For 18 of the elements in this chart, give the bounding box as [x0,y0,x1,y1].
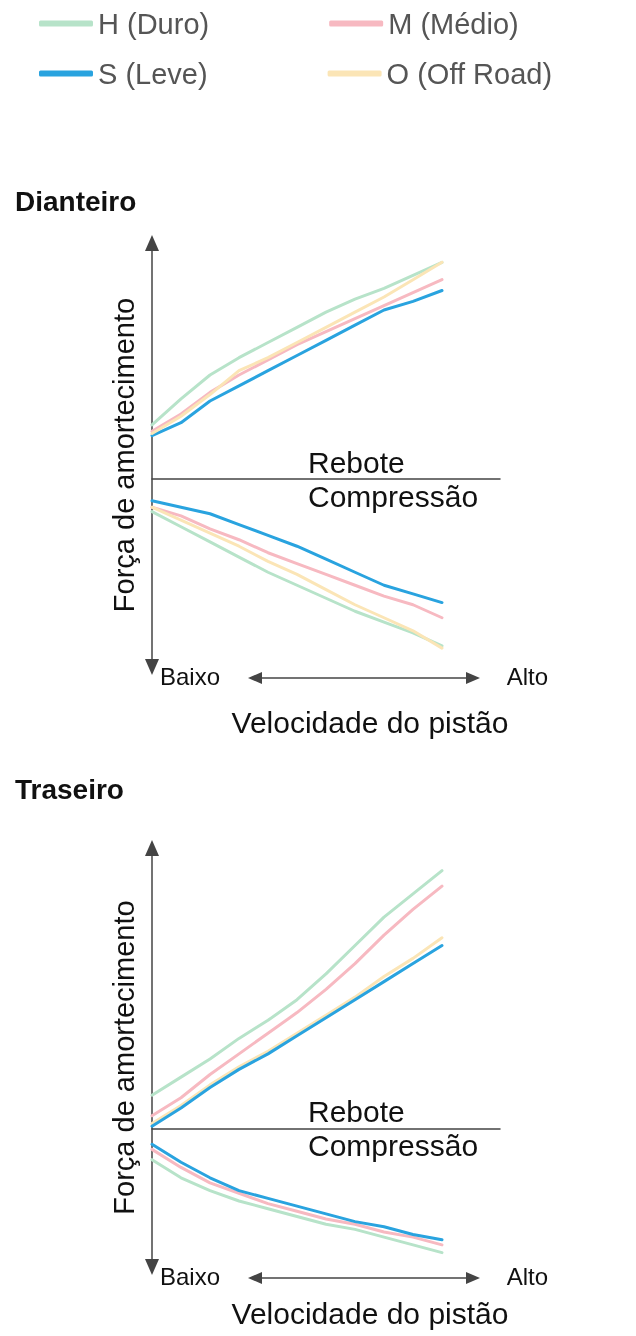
legend-label: O (Off Road) [386,57,553,90]
text: Baixo [160,1262,221,1290]
legend-label: H (Duro) [98,7,210,40]
x-axis-title: Velocidade do pistão [231,1296,509,1330]
annotation: Compressão [308,479,479,513]
y-axis-title: Força de amortecimento [107,297,140,613]
annotation: Rebote [308,1095,405,1129]
legend-label: M (Médio) [388,7,519,40]
chart-title: Traseiro [15,773,124,805]
text: Alto [506,1262,548,1290]
annotation: Rebote [308,445,405,479]
annotation: Compressão [308,1129,479,1163]
text: Alto [506,662,548,690]
text: Baixo [160,662,221,690]
chart-title: Dianteiro [15,185,137,217]
legend-label: S (Leve) [98,57,208,90]
x-axis-title: Velocidade do pistão [231,705,509,739]
y-axis-title: Força de amortecimento [107,900,140,1215]
